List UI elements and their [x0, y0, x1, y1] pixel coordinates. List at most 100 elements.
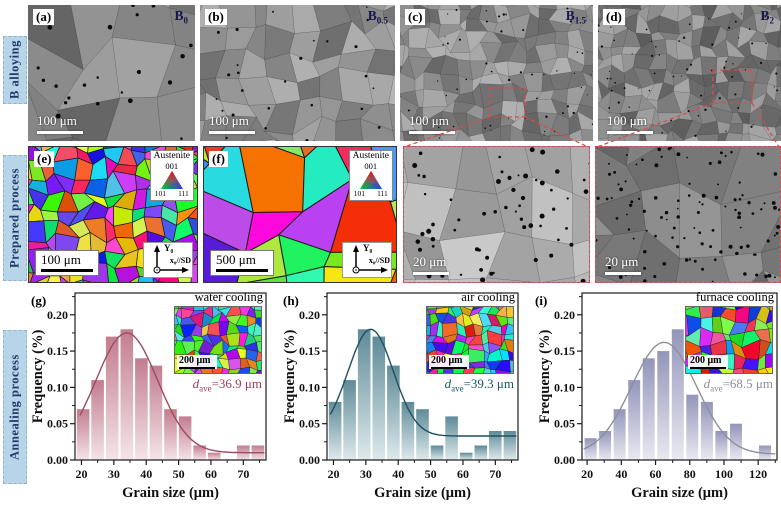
alloy-sub: 0 — [183, 15, 189, 26]
dave-value: =68.5 μm — [722, 376, 773, 391]
row-label-b-alloying: B alloying — [3, 36, 27, 104]
ebsd-inset: 200 μm — [174, 306, 262, 374]
inset-scalebar: 200 μm — [177, 354, 217, 369]
scalebar-text: 500 μm — [216, 251, 256, 267]
scalebar-line — [605, 271, 641, 275]
ipf-triangle-icon — [359, 171, 382, 189]
scalebar-line — [607, 130, 653, 134]
average-grain-size: dave=68.5 μm — [704, 376, 773, 394]
micrograph-b — [200, 5, 395, 141]
ipf-legend: Austenite 001 101 111 — [348, 150, 393, 201]
histogram-h-chart: 20 30 40 50 60 70 0.00 0.05 0.10 0.15 0.20 Grain si… — [282, 292, 519, 501]
svg-text:0.10: 0.10 — [554, 380, 575, 394]
scalebar: 20 μm — [413, 253, 449, 275]
scalebar-line — [179, 366, 215, 369]
alloy-sub: 0.5 — [376, 15, 388, 26]
scalebar-line — [216, 268, 268, 272]
panel-label: (b) — [205, 9, 227, 26]
ipf-legend: Austenite 001 101 111 — [149, 150, 194, 201]
scalebar-line — [37, 130, 83, 134]
svg-text:40: 40 — [140, 467, 152, 481]
svg-text:Frequency (%): Frequency (%) — [30, 330, 46, 424]
svg-text:30: 30 — [108, 467, 120, 481]
svg-text:0.00: 0.00 — [554, 453, 575, 467]
svg-text:0.15: 0.15 — [554, 344, 575, 358]
svg-text:0.10: 0.10 — [47, 380, 68, 394]
svg-text:0.15: 0.15 — [47, 344, 68, 358]
svg-text:Grain size (μm): Grain size (μm) — [374, 485, 471, 501]
svg-text:60: 60 — [457, 467, 469, 481]
svg-text:80: 80 — [684, 467, 696, 481]
alloy-label: B2 — [760, 8, 774, 26]
dave-symbol: d — [192, 376, 200, 391]
svg-text:0.05: 0.05 — [47, 417, 68, 431]
panel-a: (a) B0 100 μm — [28, 5, 195, 141]
ipf-phase: Austenite — [352, 151, 389, 161]
panel-label: (i) — [535, 293, 548, 308]
alloy-label: B1.5 — [566, 8, 586, 26]
alloy-base: B — [174, 8, 184, 23]
scalebar-line — [413, 271, 449, 275]
alloy-base: B — [565, 8, 575, 23]
scalebar-text: 200 μm — [179, 354, 211, 366]
histogram-g-chart: 20 30 40 50 60 70 0.00 0.05 0.10 0.15 0.20 Grain si… — [30, 292, 267, 501]
panel-label: (d) — [603, 9, 625, 26]
panel-e: (e) Austenite 001 101 111 100 μm Y₀ x₀//S… — [28, 146, 198, 283]
scalebar: 100 μm — [607, 113, 653, 134]
svg-text:0.10: 0.10 — [299, 380, 320, 394]
svg-text:50: 50 — [173, 467, 185, 481]
ebsd-inset-map — [686, 307, 772, 373]
dave-subscript: ave — [451, 383, 464, 394]
scalebar: 100 μm — [35, 249, 99, 276]
svg-text:100: 100 — [715, 467, 733, 481]
panel-label: (g) — [31, 293, 47, 308]
svg-text:20: 20 — [75, 467, 87, 481]
histogram-panel-i: (i) 20 40 60 80 100 120 0.00 0.05 0.10 0.15 0.20 Gr… — [532, 286, 781, 506]
row-label-prepared-process: Prepared process — [3, 155, 27, 281]
axes-arrows-icon — [352, 245, 388, 274]
svg-text:0.20: 0.20 — [554, 308, 575, 322]
scalebar-text: 100 μm — [41, 251, 81, 267]
sem-zoom-c — [404, 147, 589, 282]
svg-text:60: 60 — [650, 467, 662, 481]
scalebar-text: 20 μm — [413, 253, 447, 269]
svg-text:Grain size (μm): Grain size (μm) — [122, 485, 219, 501]
scalebar: 100 μm — [37, 112, 83, 134]
panel-f: (f) Austenite 001 101 111 500 μm Y₀ x₀//S… — [203, 146, 397, 283]
svg-text:40: 40 — [392, 467, 404, 481]
dave-value: =39.3 μm — [463, 376, 514, 391]
ipf-001: 001 — [165, 160, 179, 171]
alloy-base: B — [760, 8, 770, 23]
scalebar: 20 μm — [605, 254, 641, 275]
panel-zoom-c: 20 μm — [403, 146, 590, 283]
panel-c: (c) B1.5 100 μm — [400, 5, 593, 141]
ebsd-inset: 200 μm — [426, 306, 514, 374]
svg-text:70: 70 — [237, 467, 249, 481]
dave-symbol: d — [703, 376, 711, 391]
scalebar: 500 μm — [210, 249, 274, 276]
scalebar-line — [690, 366, 726, 369]
axes-widget: Y₀ x₀//SD — [143, 242, 193, 278]
scalebar: 100 μm — [209, 113, 255, 134]
cooling-annotation: water cooling — [194, 290, 263, 304]
axes-arrows-icon — [153, 245, 189, 274]
scalebar-line — [431, 366, 467, 369]
svg-text:50: 50 — [425, 467, 437, 481]
x-axis-label: x₀//SD — [368, 256, 390, 265]
ipf-001: 001 — [364, 160, 378, 171]
axes-widget: Y₀ x₀//SD — [342, 242, 392, 278]
alloy-sub: 2 — [769, 15, 775, 26]
micrograph-c — [400, 5, 593, 141]
svg-text:30: 30 — [360, 467, 372, 481]
ipf-phase: Austenite — [153, 151, 190, 161]
scalebar-text: 100 μm — [37, 112, 77, 128]
svg-text:20: 20 — [327, 467, 339, 481]
svg-text:60: 60 — [205, 467, 217, 481]
scalebar-text: 200 μm — [431, 354, 463, 366]
svg-text:0.00: 0.00 — [47, 453, 68, 467]
histogram-panel-h: (h) 20 30 40 50 60 70 0.00 0.05 0.10 0.15 0.20 Grai… — [280, 286, 522, 506]
svg-text:0.20: 0.20 — [47, 308, 68, 322]
inset-scalebar: 200 μm — [688, 354, 728, 369]
ipf-111: 111 — [377, 189, 388, 198]
